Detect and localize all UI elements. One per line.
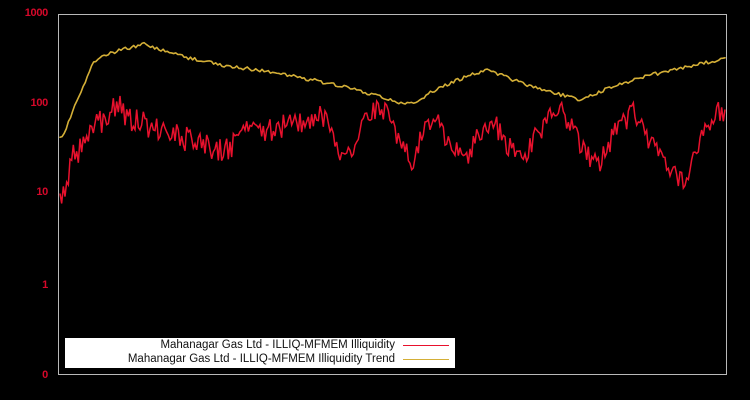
chart-legend: Mahanagar Gas Ltd - ILLIQ-MFMEM Illiquid…	[65, 338, 455, 368]
y-axis-tick-1: 1	[42, 279, 48, 291]
legend-swatch-illiquidity	[403, 344, 449, 346]
legend-label-illiquidity: Mahanagar Gas Ltd - ILLIQ-MFMEM Illiquid…	[160, 339, 395, 351]
series-line-trend	[59, 41, 726, 139]
plot-area	[58, 14, 727, 375]
legend-entry-illiquidity[interactable]: Mahanagar Gas Ltd - ILLIQ-MFMEM Illiquid…	[65, 338, 455, 352]
y-axis-tick-100: 100	[30, 97, 49, 109]
y-axis-tick-0: 0	[42, 369, 48, 381]
legend-label-illiquidity-trend: Mahanagar Gas Ltd - ILLIQ-MFMEM Illiquid…	[127, 353, 395, 365]
y-axis-tick-1000: 1000	[24, 7, 49, 19]
series-line-illiquidity	[59, 95, 726, 204]
legend-entry-illiquidity-trend[interactable]: Mahanagar Gas Ltd - ILLIQ-MFMEM Illiquid…	[65, 352, 455, 366]
y-axis-tick-10: 10	[36, 186, 48, 198]
legend-swatch-illiquidity-trend	[403, 358, 449, 360]
series-canvas	[59, 41, 726, 204]
